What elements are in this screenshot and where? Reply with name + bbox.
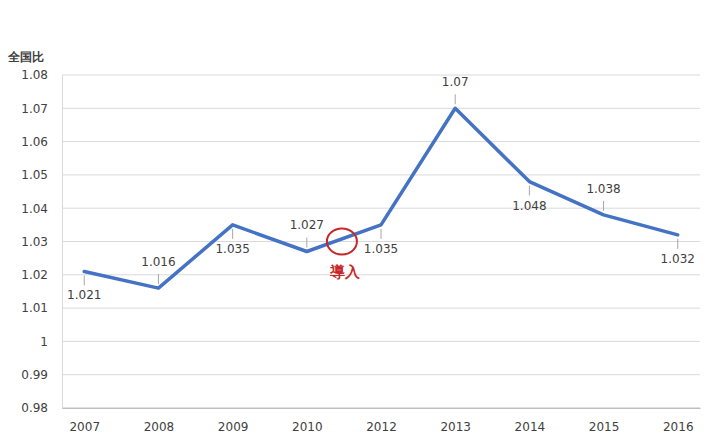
y-tick-label: 1.02 [21,268,48,282]
annotation-text: 導入 [329,263,361,281]
y-tick-label: 0.99 [21,368,48,382]
x-axis-line [63,408,701,409]
x-tick-label: 2014 [515,420,546,434]
x-tick-label: 2008 [144,420,175,434]
grid-line [62,108,700,109]
leader-line [232,229,233,239]
leader-line [158,274,159,284]
leader-line [529,186,530,196]
grid-line [62,274,700,275]
data-label: 1.035 [215,242,249,256]
y-tick: 0.99 [21,368,62,382]
y-tick: 1.04 [21,202,62,216]
data-label: 1.032 [661,252,695,266]
x-tick-label: 2010 [292,420,323,434]
y-tick: 1.03 [21,235,62,249]
grid-line [62,341,700,342]
x-tick: 2012 [366,408,397,434]
y-tick: 1.07 [21,102,62,116]
y-tick-label: 1 [40,335,48,349]
y-tick-label: 0.98 [21,401,48,415]
y-tick: 1.08 [21,68,62,82]
y-tick-label: 1.06 [21,135,48,149]
data-label: 1.021 [67,288,101,302]
grid-line [62,75,700,76]
leader-line [455,94,456,104]
x-tick: 2008 [144,408,175,434]
plot-area [84,108,677,288]
grid-line [62,174,700,175]
data-label: 1.038 [586,182,620,196]
data-label: 1.07 [442,75,469,89]
x-tick-label: 2016 [663,420,694,434]
y-tick: 1.05 [21,168,62,182]
y-tick: 0.98 [21,401,62,415]
x-tick: 2009 [218,408,249,434]
leader-line [381,229,382,239]
x-tick-label: 2009 [218,420,249,434]
leader-line [306,237,307,247]
grid-line [62,208,700,209]
y-tick: 1.06 [21,135,62,149]
x-tick-label: 2013 [440,420,471,434]
y-tick-label: 1.07 [21,102,48,116]
data-label: 1.027 [290,218,324,232]
y-axis: 0.98 0.99 1 1.01 1.02 1.03 1.04 1.05 1.06 1.07 1.0… [21,68,62,415]
x-tick: 2014 [515,408,546,434]
data-label: 1.035 [364,242,398,256]
x-tick-label: 2015 [589,420,620,434]
y-axis-title: 全国比 [7,50,44,64]
leader-line [603,201,604,211]
x-tick: 2007 [69,408,100,434]
x-tick-label: 2012 [366,420,397,434]
y-tick: 1.01 [21,301,62,315]
grid-line [62,374,700,375]
grid-line [62,308,700,309]
grid [62,75,700,408]
x-tick-label: 2007 [69,420,100,434]
y-tick: 1.02 [21,268,62,282]
y-tick-label: 1.04 [21,202,48,216]
grid-line [62,408,700,409]
leader-line [84,275,85,285]
chart: 0.980.9911.011.021.031.041.051.061.071.0… [0,0,720,446]
y-tick-label: 1.08 [21,68,48,82]
x-tick: 2015 [589,408,620,434]
y-tick-label: 1.01 [21,301,48,315]
annotation-circle [327,229,357,255]
grid-line [62,141,700,142]
y-tick: 1 [40,335,62,349]
y-tick-label: 1.05 [21,168,48,182]
y-axis-line [62,76,63,409]
x-tick: 2016 [663,408,694,434]
x-axis: 2007 2008 2009 2010 2012 2013 2014 2015 2016 [63,408,701,434]
data-label: 1.048 [512,199,546,213]
data-labels: 1.021 1.016 1.035 1.027 1.035 1.07 1.048 1.038 1… [67,75,695,302]
leader-line [677,239,678,249]
y-tick-label: 1.03 [21,235,48,249]
data-label: 1.016 [141,255,175,269]
x-tick: 2010 [292,408,323,434]
line [84,108,677,288]
x-tick: 2013 [440,408,471,434]
